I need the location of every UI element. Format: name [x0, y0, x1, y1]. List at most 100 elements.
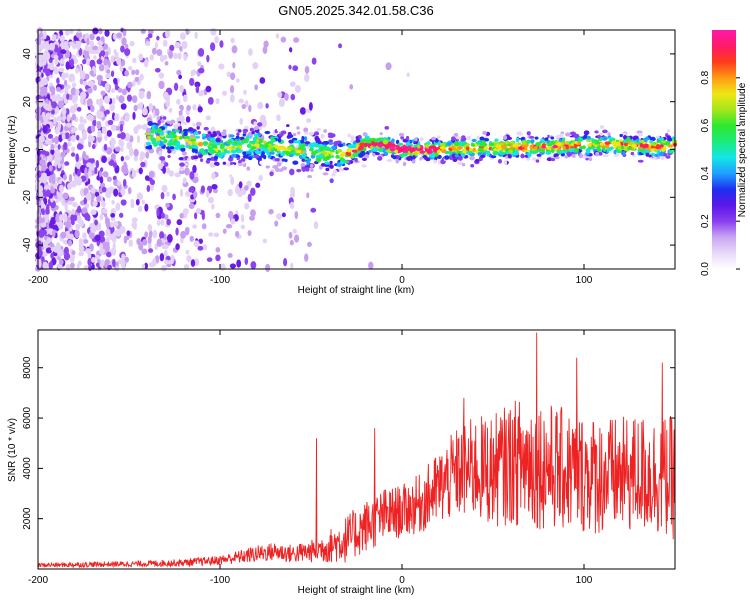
- spectrogram-ridge-blob: [295, 149, 302, 154]
- spectrogram-noise-blob: [138, 167, 143, 175]
- spectrogram-noise-blob: [232, 62, 236, 69]
- spectrogram-ridge-blob: [594, 140, 600, 145]
- spectrogram-ridge-blob: [574, 137, 579, 143]
- spectrogram-ridge-blob: [292, 160, 299, 165]
- spectrogram-noise-blob: [156, 238, 163, 247]
- spectrogram-noise-blob: [313, 221, 319, 230]
- spectrogram-noise-blob: [192, 224, 198, 229]
- spectrogram-noise-blob: [136, 238, 141, 246]
- spectrogram-noise-blob: [75, 31, 83, 39]
- spectrogram-noise-blob: [43, 103, 49, 110]
- spectrogram-ridge-blob: [550, 136, 555, 140]
- spectrogram-noise-blob: [259, 114, 267, 123]
- spectrogram-noise-blob: [248, 104, 252, 113]
- spectrogram-ridge-blob: [188, 140, 193, 145]
- spectrogram-ridge-blob: [317, 143, 324, 148]
- spectrogram-noise-blob: [185, 116, 191, 123]
- spectrogram-noise-blob: [120, 45, 125, 53]
- spectrogram-ridge-blob: [583, 130, 590, 135]
- spectrogram-ridge-blob: [316, 128, 321, 132]
- spectrogram-ridge-blob: [213, 161, 220, 166]
- spectrogram-noise-blob: [154, 67, 161, 73]
- spectrogram-noise-blob: [304, 73, 310, 83]
- spectrogram-noise-blob: [138, 53, 144, 61]
- spectrogram-ridge-blob: [439, 145, 446, 150]
- spectrogram-noise-blob: [268, 209, 274, 215]
- spectrogram-ridge-blob: [558, 138, 563, 143]
- spectrogram-ridge-blob: [492, 150, 499, 156]
- spectrogram-noise-blob: [97, 222, 102, 231]
- spectrogram-noise-blob: [120, 103, 127, 110]
- spectrogram-noise-blob: [88, 264, 93, 272]
- spectrogram-noise-blob: [148, 248, 154, 253]
- spectrogram-noise-blob: [116, 57, 122, 66]
- spectrogram-ridge-blob: [355, 138, 361, 143]
- spectrogram-noise-blob: [42, 30, 47, 40]
- spectrogram-x-ticks: -200 -100 0 100: [28, 30, 593, 286]
- spectrogram-ridge-blob: [402, 150, 408, 154]
- spectrogram-ridge-blob: [557, 146, 561, 151]
- spectrogram-noise-blob: [110, 70, 115, 77]
- spectrogram-noise-blob: [189, 235, 194, 242]
- spectrogram-ridge-blob: [166, 120, 173, 124]
- spectrogram-noise-blob: [215, 98, 220, 105]
- spectrogram-noise-blob: [221, 90, 228, 96]
- spectrogram-noise-blob: [148, 29, 154, 35]
- spectrogram-noise-blob: [95, 160, 100, 169]
- spectrogram-noise-blob: [210, 28, 217, 36]
- spectrogram-noise-blob: [152, 229, 158, 239]
- spectrogram-noise-blob: [304, 253, 309, 262]
- spectrogram-ridge-blob: [602, 129, 608, 134]
- spectrogram-noise-blob: [75, 223, 81, 231]
- spectrogram-noise-blob: [199, 89, 205, 96]
- spectrogram-ridge-blob: [421, 159, 426, 163]
- spectrogram-noise-blob: [53, 116, 57, 125]
- spectrogram-noise-blob: [265, 103, 269, 109]
- spectrogram-ridge-blob: [585, 149, 591, 154]
- spectrogram-noise-blob: [193, 212, 198, 220]
- spectrogram-ridge-blob: [147, 121, 152, 126]
- spectrogram-noise-blob: [289, 81, 296, 87]
- spectrogram-ridge-blob: [162, 116, 167, 120]
- spectrogram-y-tick-label: -40: [22, 237, 33, 252]
- spectrogram-noise-blob: [67, 200, 73, 206]
- spectrogram-ridge-blob: [354, 149, 358, 153]
- spectrogram-ridge-blob: [331, 145, 337, 150]
- spectrogram-ridge-blob: [308, 142, 313, 148]
- spectrogram-ridge-blob: [604, 144, 610, 149]
- spectrogram-noise-blob: [76, 169, 81, 177]
- spectrogram-noise-blob: [73, 103, 78, 109]
- spectrogram-ridge-blob: [323, 156, 329, 161]
- spectrogram-ridge-blob: [210, 156, 215, 161]
- spectrogram-noise-blob: [96, 120, 102, 130]
- spectrogram-ridge-blob: [231, 149, 237, 154]
- spectrogram-noise-blob: [101, 125, 107, 135]
- spectrogram-ridge-blob: [541, 148, 545, 153]
- spectrogram-noise-blob: [147, 241, 152, 250]
- spectrogram-ridge-blob: [301, 143, 306, 148]
- spectrogram-ridge-blob: [426, 149, 431, 154]
- spectrogram-noise-blob: [228, 210, 234, 220]
- spectrogram-ridge-blob: [504, 140, 510, 145]
- spectrogram-ridge-blob: [561, 137, 566, 142]
- spectrogram-ridge-blob: [508, 149, 513, 154]
- spectrogram-ridge-blob: [300, 163, 306, 167]
- spectrogram-noise-blob: [110, 153, 116, 161]
- spectrogram-noise-blob: [66, 114, 71, 123]
- spectrogram-noise-blob: [51, 137, 55, 143]
- spectrogram-ridge-blob: [387, 141, 392, 146]
- spectrogram-noise-blob: [146, 184, 151, 192]
- spectrogram-ridge-blob: [622, 132, 628, 136]
- spectrogram-noise-blob: [201, 223, 207, 230]
- spectrogram-noise-blob: [289, 201, 295, 210]
- spectrogram-noise-blob: [308, 102, 313, 111]
- spectrogram-noise-blob: [110, 137, 116, 146]
- spectrogram-noise-blob: [189, 171, 195, 180]
- spectrogram-ridge-blob: [281, 145, 286, 150]
- spectrogram-noise-blob: [126, 230, 131, 237]
- spectrogram-noise-blob: [50, 109, 55, 115]
- spectrogram-noise-blob: [135, 198, 140, 206]
- spectrogram-noise-blob: [152, 258, 157, 267]
- spectrogram-noise-blob: [57, 144, 61, 150]
- spectrogram-noise-blob: [65, 254, 71, 259]
